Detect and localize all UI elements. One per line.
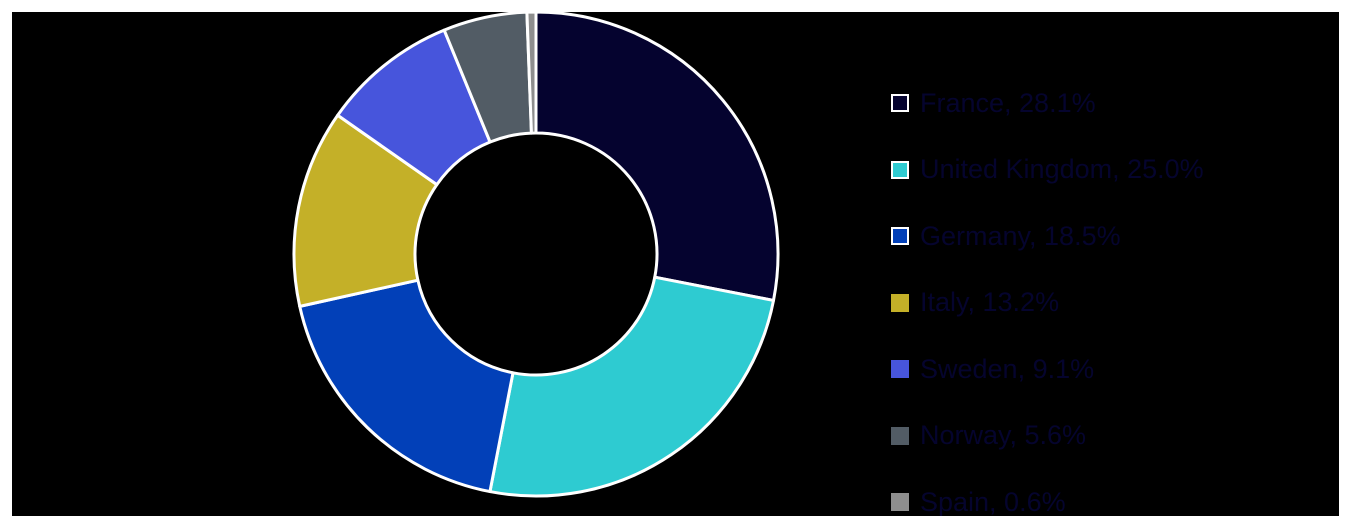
legend-label-spain: Spain, 0.6% (920, 486, 1066, 516)
legend-swatch-united-kingdom (891, 160, 909, 179)
slice-italy (292, 113, 439, 308)
legend-item-norway: Norway, 5.6% (891, 403, 1204, 470)
legend-label-france: France, 28.1% (920, 87, 1096, 118)
legend-item-sweden: Sweden, 9.1% (891, 336, 1204, 403)
legend-label-sweden: Sweden, 9.1% (920, 353, 1095, 384)
donut-chart (292, 12, 780, 498)
legend-swatch-germany (891, 227, 909, 246)
legend-swatch-italy (891, 293, 909, 312)
chart-legend: France, 28.1% United Kingdom, 25.0% German… (891, 70, 1204, 516)
slice-united-kingdom (488, 275, 776, 498)
legend-item-france: France, 28.1% (891, 70, 1204, 137)
chart-panel: France, 28.1% United Kingdom, 25.0% German… (12, 12, 1339, 516)
legend-item-germany: Germany, 18.5% (891, 203, 1204, 270)
legend-swatch-sweden (891, 360, 909, 379)
slice-spain (525, 12, 538, 135)
legend-item-italy: Italy, 13.2% (891, 270, 1204, 337)
legend-swatch-spain (891, 493, 909, 512)
legend-swatch-norway (891, 426, 909, 445)
legend-swatch-france (891, 94, 909, 113)
legend-label-united-kingdom: United Kingdom, 25.0% (920, 154, 1204, 185)
legend-label-germany: Germany, 18.5% (920, 220, 1121, 251)
slice-germany (298, 278, 515, 494)
slice-france (534, 12, 780, 302)
legend-item-united-kingdom: United Kingdom, 25.0% (891, 137, 1204, 204)
legend-label-italy: Italy, 13.2% (920, 287, 1060, 318)
legend-item-spain: Spain, 0.6% (891, 469, 1204, 516)
legend-label-norway: Norway, 5.6% (920, 420, 1087, 451)
